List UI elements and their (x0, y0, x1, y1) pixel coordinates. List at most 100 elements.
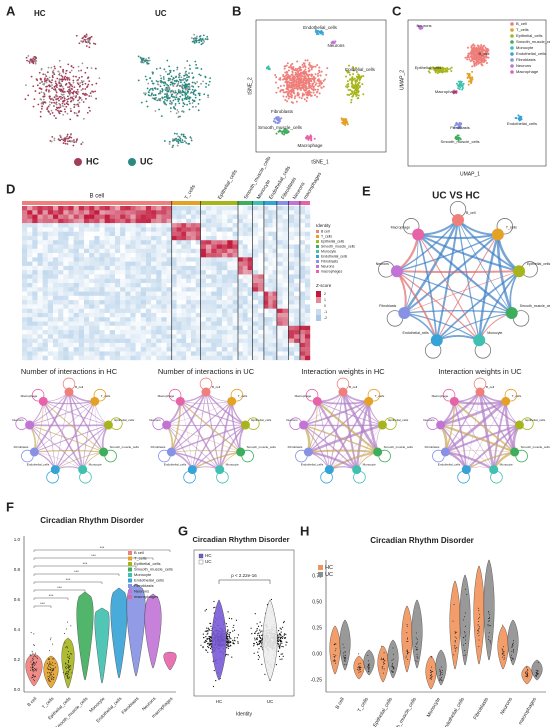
cell-point (208, 80, 211, 83)
edge (166, 424, 220, 470)
cell-point (455, 92, 458, 95)
heat-cell (288, 342, 295, 348)
heat-cell (156, 351, 162, 356)
label: Endothelial_cells (507, 121, 537, 126)
heat-cell (52, 240, 59, 245)
cell-point (80, 69, 83, 72)
heat-cell (114, 342, 121, 348)
cell-point (350, 98, 353, 101)
cell-point (144, 93, 147, 96)
cell-point (86, 111, 89, 114)
cell-point (58, 59, 61, 62)
heat-cell (195, 248, 201, 254)
heat-cell (73, 283, 80, 288)
cell-point (207, 94, 209, 97)
jitter-point (67, 656, 69, 658)
cell-point (172, 69, 175, 72)
cell-point (475, 62, 478, 65)
cell-point (152, 82, 155, 85)
node (430, 334, 443, 347)
heat-cell (238, 235, 243, 241)
cell-point (66, 133, 69, 136)
heat-cell (120, 227, 126, 232)
cell-point (356, 88, 359, 91)
heat-cell (27, 240, 33, 245)
heat-cell (282, 355, 289, 361)
edge (403, 233, 499, 314)
heat-cell (83, 312, 90, 318)
heat-cell (272, 304, 278, 309)
heat-cell (27, 325, 33, 331)
edge (317, 400, 369, 405)
label: Epithelial_cells (525, 418, 545, 422)
heat-cell (140, 248, 147, 254)
heat-cell (68, 312, 74, 318)
cell-point (68, 87, 71, 90)
cell-point (301, 63, 304, 66)
heat-cell (47, 227, 54, 232)
heat-cell (94, 223, 100, 228)
heat-cell (294, 231, 301, 237)
heat-cell (252, 214, 259, 220)
heat-cell (263, 206, 269, 211)
label: UC (155, 9, 167, 18)
heat-cell (135, 321, 141, 326)
heat-cell (247, 334, 253, 339)
heat-cell (181, 257, 187, 262)
heat-cell (299, 304, 306, 309)
heat-cell (47, 257, 54, 262)
node (364, 396, 374, 406)
heat-cell (252, 235, 259, 241)
heat-cell (272, 206, 278, 211)
node (491, 228, 504, 241)
heat-cell (258, 231, 265, 237)
cell-point (166, 93, 168, 95)
heat-cell (186, 295, 192, 301)
edge (444, 400, 507, 454)
heat-cell (78, 278, 85, 284)
heat-cell (156, 330, 162, 335)
node (312, 396, 322, 406)
heat-cell (120, 317, 126, 322)
cell-point (175, 96, 178, 99)
heat-cell (186, 261, 192, 267)
heat-cell (200, 317, 207, 322)
heat-cell (181, 347, 187, 352)
heat-cell (52, 321, 59, 326)
cell-point (485, 55, 488, 58)
heat-cell (125, 240, 131, 245)
heat-cell (135, 253, 141, 258)
heat-cell (304, 261, 311, 267)
heat-cell (161, 214, 167, 220)
heat-cell (258, 321, 265, 326)
heat-cell (27, 304, 33, 309)
heat-cell (181, 283, 187, 288)
heat-cell (68, 300, 74, 305)
heat-cell (242, 355, 248, 361)
heat-cell (195, 347, 201, 352)
cell-point (185, 137, 188, 140)
cell-point (344, 118, 347, 121)
heat-cell (68, 283, 74, 288)
edge (457, 219, 520, 273)
label: 0.4 (14, 627, 21, 632)
heat-cell (135, 334, 141, 339)
heat-cell (216, 261, 223, 267)
heat-cell (304, 270, 311, 275)
heat-cell (58, 248, 64, 254)
heat-cell (242, 214, 248, 220)
heat-cell (109, 300, 116, 305)
cell-point (145, 78, 148, 81)
jitter-point (30, 666, 32, 668)
cell-point (181, 110, 184, 112)
heat-cell (304, 248, 311, 254)
cell-point (45, 81, 48, 84)
heat-cell (83, 338, 90, 344)
heat-cell (176, 240, 182, 245)
heat-cell (120, 300, 126, 305)
heat-cell (161, 317, 167, 322)
heat-cell (216, 274, 223, 279)
cell-point (78, 96, 81, 99)
cell-point (298, 72, 301, 75)
cell-point (43, 78, 46, 81)
